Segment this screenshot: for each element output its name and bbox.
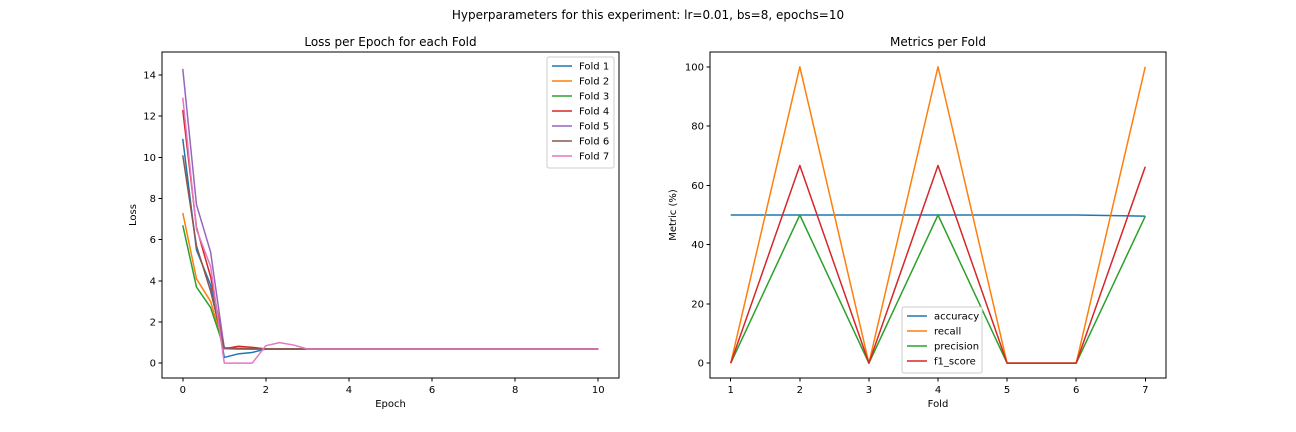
loss-y-tick-label: 0 <box>150 359 156 370</box>
loss-plot-area <box>182 68 599 364</box>
metrics-y-tick-label: 80 <box>691 122 704 133</box>
loss-series-fold-2-line <box>182 212 599 350</box>
loss-y-tick-label: 12 <box>143 112 156 123</box>
loss-legend-label: Fold 5 <box>579 122 609 133</box>
loss-y-tick-label: 2 <box>150 318 156 329</box>
loss-legend-label: Fold 6 <box>579 137 609 148</box>
loss-y-tick-label: 4 <box>150 276 156 287</box>
metrics-y-tick-label: 100 <box>685 62 704 73</box>
metrics-legend-label: recall <box>934 327 961 338</box>
metrics-x-tick-label: 4 <box>935 385 941 396</box>
loss-series-fold-7-line <box>182 97 599 364</box>
loss-legend: Fold 1 Fold 2 Fold 3 Fold 4 Fold 5 Fold 6 Fold… <box>546 56 615 169</box>
metrics-y-axis-label: Metric (%) <box>668 189 679 241</box>
loss-y-axis-label: Loss <box>128 204 139 226</box>
loss-x-tick-label: 6 <box>429 385 435 396</box>
metrics-chart-title: Metrics per Fold <box>890 35 986 49</box>
loss-x-tick-label: 4 <box>346 385 352 396</box>
loss-y-tick-label: 8 <box>150 194 156 205</box>
metrics-x-tick-label: 7 <box>1142 385 1148 396</box>
loss-y-tick-label: 10 <box>143 153 156 164</box>
loss-x-tick-label: 0 <box>180 385 186 396</box>
metrics-x-tick-label: 5 <box>1004 385 1010 396</box>
metrics-x-tick-label: 2 <box>797 385 803 396</box>
metrics-y-tick-label: 40 <box>691 240 704 251</box>
loss-x-axis-label: Epoch <box>375 399 406 410</box>
metrics-legend-label: f1_score <box>934 357 976 368</box>
loss-chart: Loss per Epoch for each Fold 0 2 4 6 8 10 0 2 4 6 8… <box>128 35 620 410</box>
loss-x-tick-label: 10 <box>592 385 605 396</box>
metrics-chart: Metrics per Fold 1 2 3 4 5 6 7 0 20 40 60 80 100 Fold M… <box>668 35 1167 410</box>
loss-legend-label: Fold 7 <box>579 152 609 163</box>
loss-y-tick-label: 14 <box>143 71 156 82</box>
loss-axes-frame <box>161 51 620 379</box>
loss-legend-label: Fold 1 <box>579 62 609 73</box>
loss-series-fold-1-line <box>182 138 599 359</box>
metrics-y-tick-label: 0 <box>698 359 704 370</box>
loss-series-fold-6-line <box>182 155 599 350</box>
metrics-plot-area <box>729 66 1147 364</box>
loss-series-fold-4-line <box>182 109 599 350</box>
metrics-x-tick-label: 3 <box>866 385 872 396</box>
loss-legend-label: Fold 4 <box>579 107 609 118</box>
loss-legend-label: Fold 2 <box>579 77 609 88</box>
loss-series-fold-5-line <box>182 68 599 350</box>
metrics-series-f1-score-line <box>730 164 1146 364</box>
metrics-x-axis-label: Fold <box>928 399 949 410</box>
metrics-x-tick-label: 6 <box>1073 385 1079 396</box>
metrics-y-tick-label: 20 <box>691 299 704 310</box>
loss-x-tick-label: 8 <box>512 385 518 396</box>
metrics-legend-label: accuracy <box>934 312 979 323</box>
metrics-x-tick-label: 1 <box>728 385 734 396</box>
loss-chart-title: Loss per Epoch for each Fold <box>304 35 476 49</box>
metrics-legend: accuracy recall precision f1_score <box>901 306 983 374</box>
metrics-legend-label: precision <box>934 342 979 353</box>
metrics-legend-box <box>901 306 983 374</box>
loss-y-tick-label: 6 <box>150 235 156 246</box>
figure-suptitle: Hyperparameters for this experiment: lr=… <box>452 8 844 22</box>
loss-x-tick-label: 2 <box>263 385 269 396</box>
loss-series-fold-3-line <box>182 225 599 350</box>
metrics-y-tick-label: 60 <box>691 181 704 192</box>
loss-legend-label: Fold 3 <box>579 92 609 103</box>
